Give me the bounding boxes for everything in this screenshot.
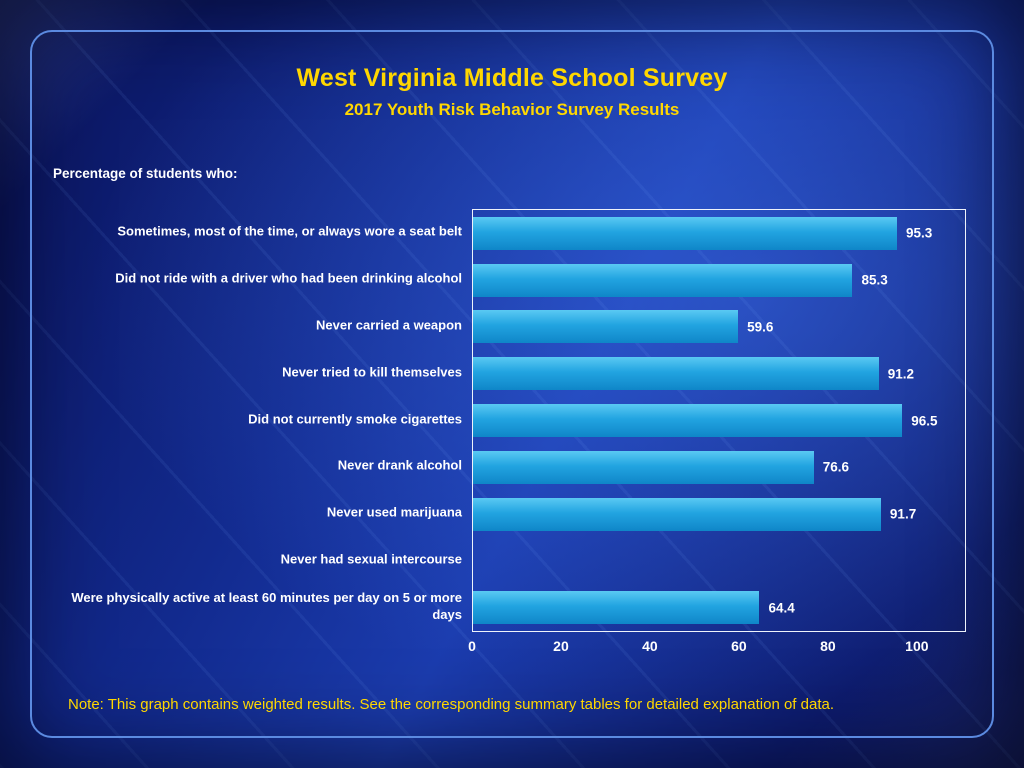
bar: [473, 450, 814, 484]
bar: [473, 357, 879, 391]
value-label: 91.2: [887, 366, 914, 382]
bar: [473, 263, 853, 297]
slide-title: West Virginia Middle School Survey: [296, 64, 728, 92]
value-label: 76.6: [822, 459, 850, 475]
category-label: Did not ride with a driver who had been …: [115, 270, 462, 286]
value-label: 59.6: [747, 319, 774, 335]
plot-area: 95.3 85.3 59.6 91.2 96.5 76.6 91.7 64.4: [472, 209, 966, 632]
category-labels: Sometimes, most of the time, or always w…: [58, 0, 462, 768]
value-label: 95.3: [905, 225, 933, 241]
category-label: Were physically active at least 60 minut…: [71, 589, 462, 622]
value-label: 96.5: [911, 413, 938, 428]
x-tick-label: 40: [642, 638, 658, 654]
bar: [473, 404, 903, 437]
chart-caption: Percentage of students who:: [53, 166, 238, 181]
category-label: Never used marijuana: [326, 504, 462, 520]
slide-subtitle: 2017 Youth Risk Behavior Survey Results: [344, 100, 680, 119]
category-label: Never tried to kill themselves: [282, 364, 462, 380]
x-tick-label: 60: [731, 638, 747, 654]
value-label: 85.3: [861, 272, 888, 288]
x-tick-label: 20: [553, 638, 569, 654]
category-label: Never had sexual intercourse: [280, 551, 462, 567]
category-label: Sometimes, most of the time, or always w…: [117, 223, 462, 239]
bar: [473, 216, 897, 250]
x-tick-label: 100: [905, 638, 929, 654]
x-tick-label: 80: [820, 638, 836, 654]
bar: [473, 310, 739, 344]
category-label: Never carried a weapon: [316, 317, 462, 333]
category-label: Did not currently smoke cigarettes: [248, 411, 462, 427]
bar: [473, 497, 881, 531]
x-axis-ticks: 0 20 40 60 80 100: [468, 638, 964, 658]
bar: [473, 591, 760, 625]
value-label: 64.4: [768, 600, 795, 616]
x-tick-label: 0: [468, 638, 476, 654]
category-label: Never drank alcohol: [337, 457, 462, 473]
value-label: 91.7: [889, 506, 917, 522]
footnote: Note: This graph contains weighted resul…: [68, 696, 835, 713]
